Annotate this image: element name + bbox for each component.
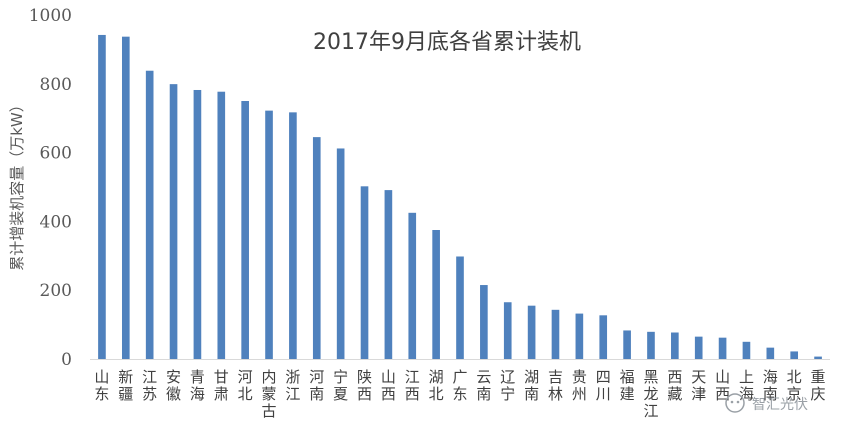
y-tick-label: 1000 <box>29 6 72 26</box>
x-tick-label: 福建 <box>620 368 635 403</box>
bar <box>145 70 154 359</box>
bar <box>647 331 655 359</box>
wechat-icon <box>725 393 745 413</box>
y-tick-label: 600 <box>40 144 72 164</box>
bar <box>456 256 464 359</box>
x-tick-label: 湖北 <box>429 368 444 403</box>
bar <box>289 112 297 359</box>
x-tick-label: 贵州 <box>572 368 587 403</box>
x-tick-label: 甘肃 <box>214 368 229 403</box>
y-tick-label: 0 <box>61 350 72 370</box>
bar <box>599 315 608 359</box>
bar <box>169 84 178 359</box>
bar <box>265 110 273 359</box>
y-tick-label: 200 <box>40 281 72 301</box>
bar <box>623 330 631 359</box>
x-tick-label: 浙江 <box>285 368 300 403</box>
x-tick-label: 海南 <box>763 368 778 403</box>
bar <box>742 341 751 359</box>
y-axis-ticks: 0 200 400 600 800 1000 <box>29 6 72 370</box>
x-tick-label: 江苏 <box>142 368 157 403</box>
x-tick-label: 天津 <box>691 368 706 403</box>
y-tick-label: 800 <box>40 75 72 95</box>
bar <box>98 34 106 359</box>
bar <box>527 305 536 359</box>
bar <box>575 313 584 359</box>
bar <box>432 230 440 359</box>
x-tick-label: 重庆 <box>811 368 826 403</box>
bar <box>503 302 512 359</box>
x-tick-label: 宁夏 <box>333 368 348 403</box>
bar <box>121 36 130 360</box>
x-tick-label: 山东 <box>94 368 109 403</box>
x-tick-label: 四川 <box>596 368 611 403</box>
bar <box>312 137 321 359</box>
x-tick-label: 河南 <box>309 368 324 403</box>
bar <box>241 101 249 359</box>
bar <box>694 336 703 359</box>
x-tick-label: 山西 <box>381 368 396 403</box>
x-tick-label: 山西 <box>715 368 730 403</box>
bar <box>790 351 799 359</box>
bar <box>718 337 727 359</box>
x-tick-label: 广东 <box>452 368 467 403</box>
y-tick-label: 400 <box>40 212 72 232</box>
x-tick-label: 新疆 <box>118 368 133 403</box>
chart-title: 2017年9月底各省累计装机 <box>313 30 581 55</box>
bar <box>671 332 679 359</box>
bar <box>217 91 226 360</box>
x-tick-label: 内蒙古 <box>262 368 277 420</box>
bar <box>360 186 369 359</box>
x-tick-label: 陕西 <box>357 368 372 403</box>
bar <box>193 89 202 360</box>
x-tick-label: 湖南 <box>524 368 539 403</box>
bar <box>336 148 345 359</box>
x-tick-label: 江西 <box>405 368 420 403</box>
watermark-text: 智汇光伏 <box>752 397 808 413</box>
bars <box>98 34 822 360</box>
x-tick-label: 河北 <box>238 368 253 403</box>
bar <box>408 212 417 359</box>
category-labels: 山东新疆江苏安徽青海甘肃河北内蒙古浙江河南宁夏陕西山西江西湖北广东云南辽宁湖南吉… <box>94 368 825 420</box>
bar <box>384 190 393 359</box>
x-tick-label: 黑龙江 <box>643 368 658 420</box>
bar <box>480 285 488 359</box>
x-tick-label: 青海 <box>190 368 205 403</box>
x-tick-label: 安徽 <box>166 368 181 403</box>
bar <box>814 356 822 359</box>
bar <box>766 347 775 359</box>
x-tick-label: 西藏 <box>667 368 682 403</box>
y-axis-label: 累计增装机容量（万kW） <box>8 97 26 271</box>
x-tick-label: 北京 <box>787 368 802 403</box>
watermark: 智汇光伏 <box>725 393 808 413</box>
x-tick-label: 吉林 <box>548 368 563 403</box>
x-tick-label: 云南 <box>476 368 491 403</box>
x-tick-label: 辽宁 <box>500 368 515 403</box>
bar <box>551 309 560 359</box>
